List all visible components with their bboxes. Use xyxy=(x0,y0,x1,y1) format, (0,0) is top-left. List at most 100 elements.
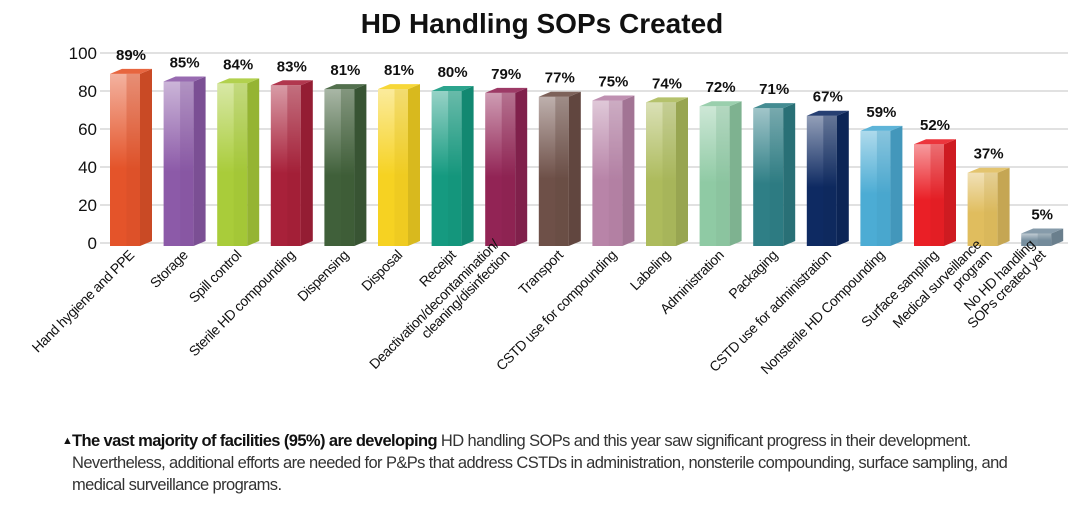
bar-side xyxy=(944,139,956,246)
bar-side xyxy=(1051,228,1064,246)
bar xyxy=(485,87,528,247)
bar-top xyxy=(485,87,528,93)
bar-front xyxy=(270,85,301,246)
data-label: 81% xyxy=(384,62,414,79)
bar xyxy=(270,80,313,246)
bar xyxy=(378,84,420,246)
bar-shine xyxy=(448,91,462,246)
data-label: 85% xyxy=(170,55,200,72)
bar-shine xyxy=(716,106,730,246)
bar xyxy=(538,91,581,246)
bar-top xyxy=(217,78,260,84)
bar xyxy=(646,97,688,247)
y-tick-label: 40 xyxy=(78,158,97,177)
bar-top xyxy=(753,103,796,109)
x-tick-label: Hand hygiene and PPE xyxy=(29,247,138,356)
bar-shine xyxy=(876,130,891,246)
x-tick-label: Storage xyxy=(147,246,191,290)
bar xyxy=(753,103,796,246)
bar-shine xyxy=(287,85,301,246)
bar-top xyxy=(324,84,367,90)
bar-shine xyxy=(501,92,516,247)
bar-front xyxy=(967,172,998,246)
y-tick-label: 100 xyxy=(69,44,97,63)
bar-front xyxy=(431,91,462,246)
bar-front xyxy=(217,83,248,247)
x-tick-label: Labeling xyxy=(627,247,673,293)
bar-side xyxy=(354,84,367,246)
x-tick-label: Packaging xyxy=(725,247,780,302)
bar xyxy=(431,86,474,246)
bar-top xyxy=(163,76,206,82)
bar-chart: 0 20 40 60 80 100 89% Hand hygiene and PPE 85% S… xyxy=(29,44,1068,377)
bar-front xyxy=(806,115,837,246)
bar-side xyxy=(729,101,742,246)
bar-side xyxy=(515,87,528,247)
bar-shine xyxy=(823,115,837,246)
bar-shine xyxy=(662,102,676,247)
x-tick-label: Sterile HD compounding xyxy=(186,247,298,359)
bar-front xyxy=(485,92,516,247)
y-tick-label: 0 xyxy=(88,234,97,253)
x-tick-line: Labeling xyxy=(627,247,673,293)
data-label: 77% xyxy=(545,70,575,87)
bar-side xyxy=(193,76,206,246)
bar xyxy=(324,84,367,246)
bar-front xyxy=(646,102,676,247)
bar-shine xyxy=(340,89,355,246)
x-tick-label: Transport xyxy=(515,246,566,297)
bar-top xyxy=(646,97,688,103)
bar xyxy=(699,101,742,246)
bar-front xyxy=(110,73,140,247)
bar-top xyxy=(378,84,420,90)
x-tick-line: Transport xyxy=(515,246,566,297)
bar-shine xyxy=(769,108,784,246)
y-tick-label: 80 xyxy=(78,82,97,101)
bar xyxy=(217,78,260,247)
bar-side xyxy=(247,78,260,247)
data-label: 5% xyxy=(1031,207,1053,224)
data-label: 89% xyxy=(116,47,146,64)
bar-side xyxy=(676,97,688,247)
bar-shine xyxy=(984,172,998,246)
bar-shine xyxy=(394,89,408,246)
bar-top xyxy=(538,91,581,97)
bar-side xyxy=(836,110,849,246)
bar-top xyxy=(110,68,152,74)
x-tick-label: Dispensing xyxy=(294,247,351,304)
x-tick-line: Sterile HD compounding xyxy=(186,247,298,359)
bar-side xyxy=(300,80,313,246)
data-label: 37% xyxy=(974,146,1004,163)
x-tick-label: Disposal xyxy=(358,247,405,294)
bar-side xyxy=(997,167,1010,246)
data-label: 80% xyxy=(438,64,468,81)
bar-front xyxy=(1021,233,1052,246)
bar-front xyxy=(163,81,194,246)
bar-top xyxy=(806,110,849,116)
x-tick-line: Disposal xyxy=(358,247,405,294)
bar xyxy=(592,95,635,246)
bar-side xyxy=(783,103,796,246)
y-tick-label: 20 xyxy=(78,196,97,215)
data-label: 72% xyxy=(706,79,736,96)
data-label: 79% xyxy=(491,66,521,83)
data-label: 74% xyxy=(652,75,682,92)
bar-front xyxy=(324,89,355,246)
bar-front xyxy=(914,144,944,246)
bar xyxy=(110,68,152,247)
bar-top xyxy=(914,139,956,145)
bar xyxy=(163,76,206,246)
bar-top xyxy=(699,101,742,107)
bar-front xyxy=(592,100,623,246)
bar-top xyxy=(270,80,313,86)
x-tick-line: Dispensing xyxy=(294,247,351,304)
bar-top xyxy=(592,95,635,101)
bar-front xyxy=(753,108,784,246)
caption-text: HD handling SOPs and this year saw signi… xyxy=(72,432,1008,494)
bar-front xyxy=(538,96,569,246)
bar-front xyxy=(860,130,891,246)
triangle-up-icon: ▲ xyxy=(62,435,73,447)
data-label: 81% xyxy=(330,62,360,79)
chart-title: HD Handling SOPs Created xyxy=(360,8,724,39)
bar-shine xyxy=(555,96,569,246)
